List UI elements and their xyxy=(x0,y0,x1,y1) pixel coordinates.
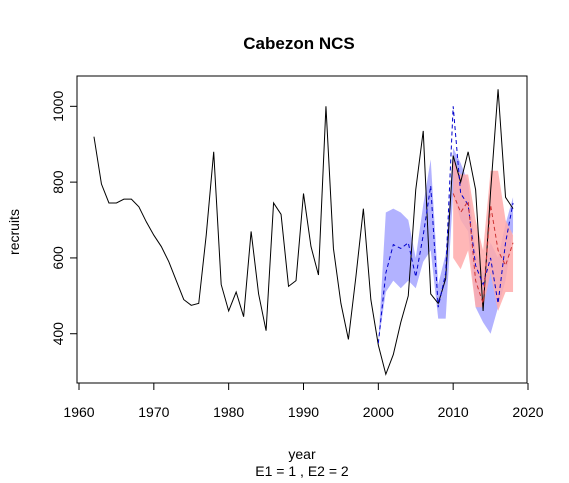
y-tick-label: 1000 xyxy=(50,91,66,122)
x-axis-label: year xyxy=(288,446,316,462)
y-tick-label: 400 xyxy=(50,322,66,346)
y-tick-label: 600 xyxy=(50,246,66,270)
x-tick-label: 1980 xyxy=(213,404,244,420)
x-tick-label: 1960 xyxy=(63,404,94,420)
x-axis: 1960 1970 1980 1990 2000 2010 2020 xyxy=(63,383,544,420)
uncertainty-bands xyxy=(378,148,514,344)
y-tick-label: 800 xyxy=(50,170,66,194)
x-axis-sublabel: E1 = 1 , E2 = 2 xyxy=(255,463,349,479)
plot-frame xyxy=(76,75,528,384)
x-tick-label: 2000 xyxy=(363,404,394,420)
series-lines xyxy=(93,89,514,376)
e1-line xyxy=(377,106,514,344)
x-tick-label: 1970 xyxy=(138,404,169,420)
observed-line xyxy=(93,89,514,376)
x-tick-label: 2010 xyxy=(438,404,469,420)
y-axis-label: recruits xyxy=(6,209,22,255)
y-axis: 400 600 800 1000 xyxy=(50,91,77,346)
chart-title: Cabezon NCS xyxy=(243,34,354,53)
x-tick-label: 1990 xyxy=(288,404,319,420)
e2-line xyxy=(452,193,514,304)
e2-uncertainty-band xyxy=(453,159,514,311)
x-tick-label: 2020 xyxy=(512,404,543,420)
